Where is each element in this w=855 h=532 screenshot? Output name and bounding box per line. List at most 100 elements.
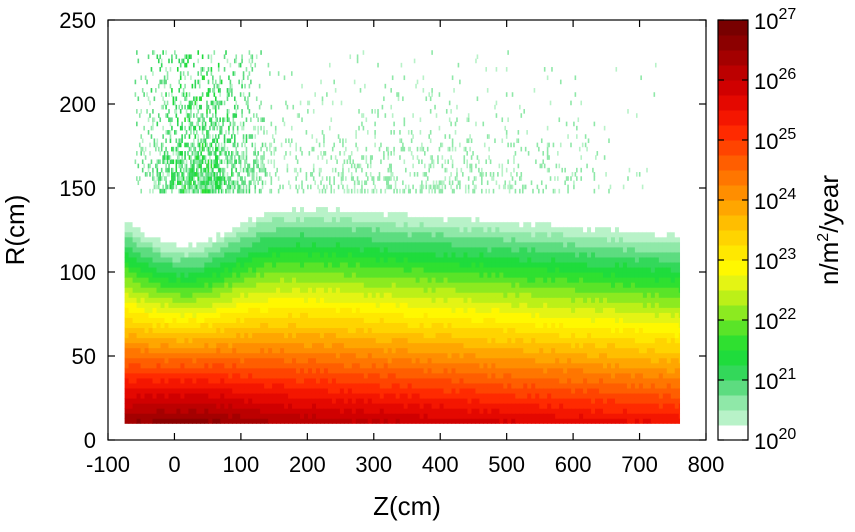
heatmap-cell <box>136 246 142 253</box>
heatmap-cell <box>132 302 138 308</box>
heatmap-cell <box>288 251 293 258</box>
heatmap-cell <box>447 236 453 243</box>
heatmap-cell <box>423 372 429 379</box>
heatmap-cell <box>232 337 237 344</box>
heatmap-cell <box>363 277 369 283</box>
heatmap-cell <box>180 398 186 404</box>
heatmap-cell <box>216 408 221 414</box>
heatmap-cell <box>463 196 469 203</box>
heatmap-cell <box>363 413 369 419</box>
heatmap-cell <box>347 201 353 208</box>
heatmap-cell <box>152 408 158 414</box>
heatmap-cell <box>184 337 189 344</box>
heatmap-cell <box>539 332 544 339</box>
heatmap-cell <box>168 357 174 364</box>
heatmap-cell <box>475 201 481 208</box>
heatmap-cell <box>319 398 325 404</box>
heatmap-cell <box>523 322 528 329</box>
heatmap-cell <box>483 266 488 273</box>
heatmap-cell <box>212 196 217 203</box>
heatmap-cell <box>260 287 265 293</box>
heatmap-cell <box>331 251 337 258</box>
heatmap-cell <box>427 277 433 283</box>
heatmap-cell <box>136 367 142 374</box>
heatmap-cell <box>140 408 146 414</box>
heatmap-cell <box>160 337 166 344</box>
heatmap-cell <box>128 398 134 404</box>
heatmap-cell <box>491 231 496 238</box>
heatmap-cell <box>343 362 349 369</box>
heatmap-cell <box>375 282 381 288</box>
heatmap-cell <box>551 297 556 303</box>
heatmap-cell <box>148 221 154 228</box>
heatmap-cell <box>403 387 409 394</box>
heatmap-cell <box>407 408 413 414</box>
heatmap-cell <box>252 256 257 263</box>
heatmap-cell <box>168 317 174 323</box>
heatmap-cell <box>371 367 377 374</box>
heatmap-cell <box>395 206 401 213</box>
heatmap-cell <box>148 367 154 374</box>
heatmap-cell <box>124 297 130 303</box>
heatmap-cell <box>523 342 528 349</box>
heatmap-cell <box>483 297 488 303</box>
heatmap-cell <box>180 352 186 359</box>
heatmap-cell <box>523 292 528 298</box>
heatmap-cell <box>391 307 397 313</box>
heatmap-cell <box>308 216 313 223</box>
heatmap-cell <box>455 398 461 404</box>
heatmap-cell <box>359 403 365 409</box>
heatmap-cell <box>515 277 520 283</box>
heatmap-cell <box>311 266 317 273</box>
heatmap-cell <box>276 347 281 354</box>
heatmap-cell <box>347 231 353 238</box>
heatmap-cell <box>339 387 345 394</box>
heatmap-cell <box>479 201 485 208</box>
heatmap-cell <box>184 367 189 374</box>
heatmap-cell <box>427 382 433 389</box>
heatmap-cell <box>407 337 413 344</box>
heatmap-cell <box>483 231 488 238</box>
heatmap-cell <box>224 392 229 399</box>
heatmap-cell <box>527 246 532 253</box>
heatmap-cell <box>479 382 485 389</box>
heatmap-cell <box>152 251 158 258</box>
heatmap-cell <box>535 282 540 288</box>
heatmap-cell <box>308 307 313 313</box>
heatmap-cell <box>443 342 449 349</box>
heatmap-cell <box>204 216 209 223</box>
heatmap-cell <box>467 266 473 273</box>
heatmap-cell <box>543 261 548 268</box>
heatmap-cell <box>140 236 146 243</box>
heatmap-cell <box>288 277 293 283</box>
heatmap-cell <box>304 377 309 384</box>
heatmap-cell <box>192 387 197 394</box>
heatmap-cell <box>535 392 540 399</box>
heatmap-cell <box>495 352 500 359</box>
heatmap-cell <box>371 347 377 354</box>
heatmap-cell <box>140 211 146 218</box>
heatmap-cell <box>311 221 317 228</box>
heatmap-cell <box>256 231 261 238</box>
heatmap-cell <box>339 332 345 339</box>
heatmap-cell <box>252 408 257 414</box>
heatmap-cell <box>531 241 536 248</box>
heatmap-cell <box>152 246 158 253</box>
heatmap-cell <box>543 342 548 349</box>
heatmap-cell <box>439 196 445 203</box>
heatmap-cell <box>519 226 524 233</box>
heatmap-cell <box>363 307 369 313</box>
heatmap-cell <box>148 241 154 248</box>
heatmap-cell <box>339 382 345 389</box>
heatmap-cell <box>208 256 213 263</box>
heatmap-cell <box>539 392 544 399</box>
heatmap-cell <box>252 196 257 203</box>
heatmap-cell <box>379 327 385 334</box>
heatmap-cell <box>547 317 552 323</box>
heatmap-cell <box>343 261 349 268</box>
heatmap-cell <box>491 241 496 248</box>
heatmap-cell <box>495 206 500 213</box>
heatmap-cell <box>459 413 465 419</box>
heatmap-cell <box>391 302 397 308</box>
heatmap-cell <box>188 211 193 218</box>
